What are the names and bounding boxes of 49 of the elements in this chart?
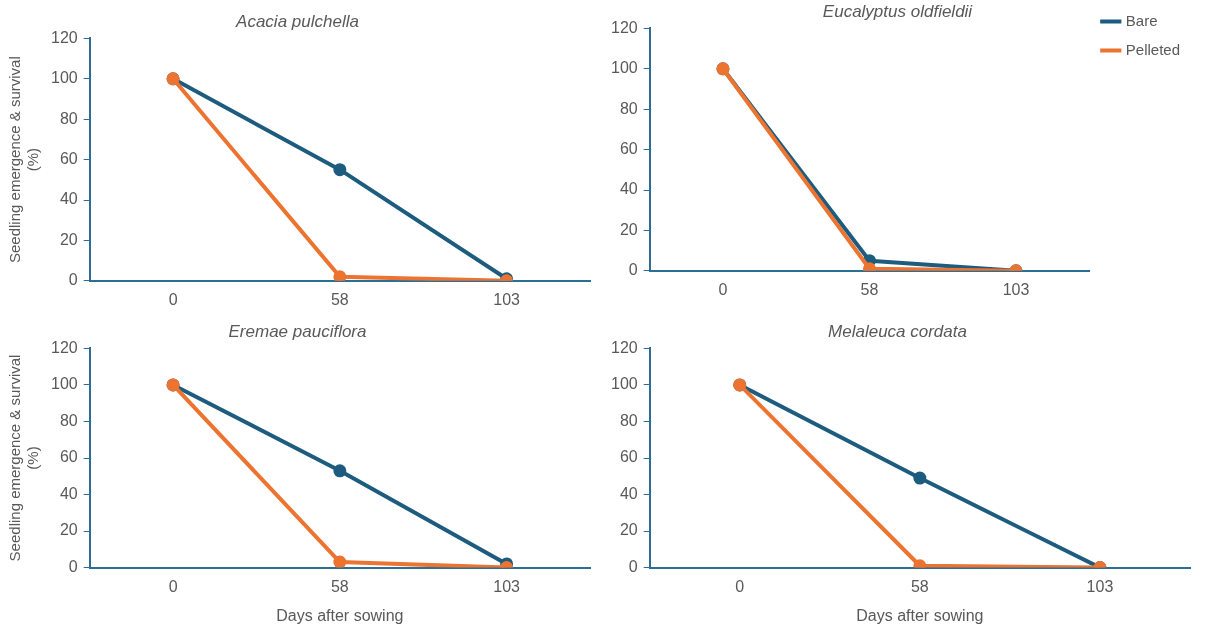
- legend-label: Bare: [1125, 11, 1158, 29]
- y-tick-label: 0: [628, 261, 638, 279]
- y-tick-label: 80: [619, 99, 638, 117]
- x-tick-label: 0: [718, 280, 728, 298]
- y-tick-label: 60: [59, 150, 78, 168]
- x-tick-label: 58: [330, 577, 349, 595]
- x-tick-label: 0: [735, 577, 745, 595]
- chart-title: Eremae pauciflora: [228, 321, 367, 341]
- y-tick-label: 100: [50, 375, 78, 393]
- y-tick-label: 40: [619, 180, 638, 198]
- y-tick-label: 120: [50, 28, 78, 46]
- y-tick-label: 80: [619, 411, 638, 429]
- x-tick-label: 58: [860, 280, 879, 298]
- chart-title: Acacia pulchella: [235, 11, 359, 31]
- y-tick-label: 100: [50, 69, 78, 87]
- y-tick-label: 20: [59, 230, 78, 248]
- y-tick-label: 0: [628, 558, 638, 576]
- x-tick-label: 0: [168, 290, 178, 308]
- y-tick-label: 20: [59, 521, 78, 539]
- y-tick-label: 40: [59, 190, 78, 208]
- y-tick-label: 40: [59, 484, 78, 502]
- legend-label: Pelleted: [1125, 40, 1181, 58]
- y-tick-label: 60: [619, 448, 638, 466]
- x-tick-label: 58: [330, 290, 349, 308]
- y-tick-label: 80: [59, 109, 78, 127]
- y-axis-title: Seedling emergence & survival (%): [6, 354, 42, 562]
- x-tick-label: 58: [910, 577, 929, 595]
- y-tick-label: 60: [619, 140, 638, 158]
- x-axis-title: Days after sowing: [856, 606, 984, 624]
- x-tick-label: 103: [493, 577, 521, 595]
- x-axis-title: Days after sowing: [276, 606, 404, 624]
- chart-title: Eucalyptus oldfieldii: [822, 1, 974, 21]
- x-tick-label: 103: [1086, 577, 1114, 595]
- y-tick-label: 100: [610, 59, 638, 77]
- y-tick-label: 120: [610, 338, 638, 356]
- y-tick-label: 0: [68, 558, 78, 576]
- x-tick-label: 103: [1002, 280, 1030, 298]
- y-tick-label: 120: [610, 18, 638, 36]
- x-tick-label: 103: [493, 290, 521, 308]
- x-tick-label: 0: [168, 577, 178, 595]
- y-tick-label: 40: [619, 484, 638, 502]
- y-tick-label: 80: [59, 411, 78, 429]
- y-tick-label: 20: [619, 220, 638, 238]
- chart-title: Melaleuca cordata: [828, 321, 967, 341]
- y-tick-label: 60: [59, 448, 78, 466]
- y-tick-label: 120: [50, 338, 78, 356]
- y-tick-label: 100: [610, 375, 638, 393]
- y-tick-label: 20: [619, 521, 638, 539]
- y-axis-title: Seedling emergence & survival (%): [6, 56, 42, 263]
